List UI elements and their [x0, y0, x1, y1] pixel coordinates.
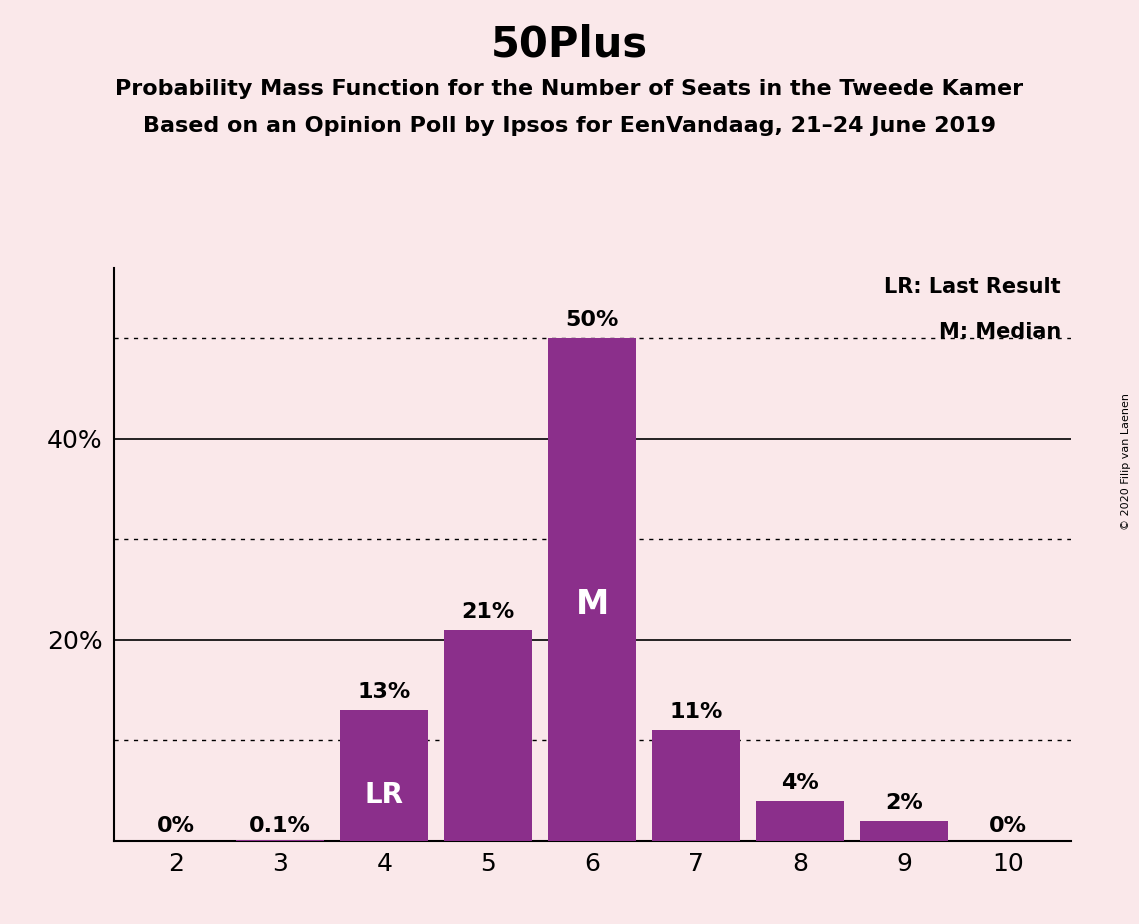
- Text: 4%: 4%: [781, 772, 819, 793]
- Text: 50Plus: 50Plus: [491, 23, 648, 65]
- Text: 50%: 50%: [566, 310, 618, 330]
- Text: LR: LR: [364, 781, 404, 809]
- Text: M: Median: M: Median: [939, 322, 1062, 343]
- Bar: [756, 800, 844, 841]
- Bar: [444, 630, 533, 841]
- Text: © 2020 Filip van Laenen: © 2020 Filip van Laenen: [1121, 394, 1131, 530]
- Text: 13%: 13%: [358, 682, 411, 702]
- Text: 0%: 0%: [990, 816, 1027, 836]
- Text: 21%: 21%: [461, 602, 515, 622]
- Text: 11%: 11%: [670, 702, 723, 723]
- Bar: [652, 730, 740, 841]
- Bar: [236, 840, 325, 841]
- Bar: [860, 821, 949, 841]
- Bar: [341, 711, 428, 841]
- Text: LR: Last Result: LR: Last Result: [885, 276, 1062, 297]
- Text: Probability Mass Function for the Number of Seats in the Tweede Kamer: Probability Mass Function for the Number…: [115, 79, 1024, 99]
- Text: Based on an Opinion Poll by Ipsos for EenVandaag, 21–24 June 2019: Based on an Opinion Poll by Ipsos for Ee…: [144, 116, 995, 136]
- Text: 0.1%: 0.1%: [249, 816, 311, 836]
- Text: 2%: 2%: [885, 793, 923, 813]
- Bar: [548, 338, 637, 841]
- Text: M: M: [575, 589, 609, 621]
- Text: 0%: 0%: [157, 816, 195, 836]
